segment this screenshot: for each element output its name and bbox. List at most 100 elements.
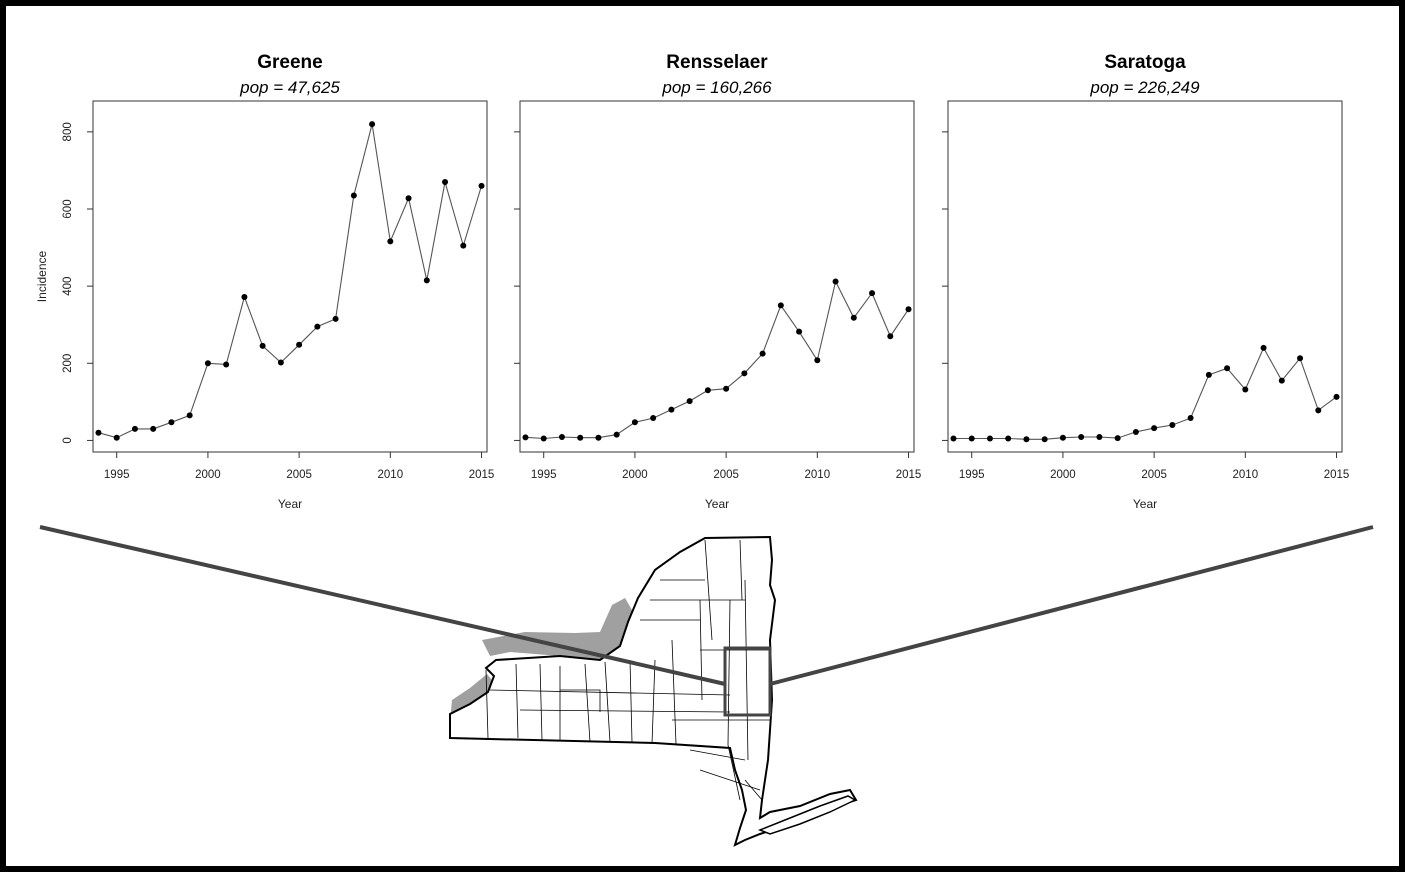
y-axis-label: Incidence bbox=[35, 250, 49, 302]
data-point bbox=[205, 360, 211, 366]
data-point bbox=[906, 306, 912, 312]
data-point bbox=[1188, 415, 1194, 421]
data-point bbox=[632, 419, 638, 425]
data-point bbox=[406, 195, 412, 201]
data-point bbox=[168, 419, 174, 425]
x-tick-label: 2005 bbox=[1141, 469, 1167, 481]
chart-subtitle: pop = 47,625 bbox=[239, 78, 340, 97]
data-point bbox=[241, 294, 247, 300]
data-point bbox=[851, 315, 857, 321]
data-point bbox=[1261, 345, 1267, 351]
data-point bbox=[260, 343, 266, 349]
data-point bbox=[479, 183, 485, 189]
data-point bbox=[833, 279, 839, 285]
data-point bbox=[595, 435, 601, 441]
x-axis-label: Year bbox=[705, 497, 729, 511]
data-point bbox=[668, 407, 674, 413]
x-tick-label: 2015 bbox=[896, 469, 922, 481]
data-point bbox=[1078, 434, 1084, 440]
plot-frame bbox=[520, 101, 914, 452]
lake-ontario-water bbox=[482, 598, 632, 660]
y-tick-label: 0 bbox=[62, 437, 74, 443]
data-point bbox=[1279, 378, 1285, 384]
plot-frame bbox=[948, 101, 1342, 452]
panel-saratoga: Saratogapop = 226,2491995 2000 2005 2010 201… bbox=[942, 52, 1349, 511]
x-tick-label: 2010 bbox=[378, 469, 404, 481]
x-tick-label: 1995 bbox=[959, 469, 985, 481]
y-tick-label: 600 bbox=[62, 199, 74, 218]
data-point bbox=[278, 360, 284, 366]
data-point bbox=[333, 316, 339, 322]
data-point bbox=[987, 436, 993, 442]
data-point bbox=[1169, 422, 1175, 428]
x-axis-label: Year bbox=[1133, 497, 1157, 511]
data-point bbox=[814, 357, 820, 363]
data-point bbox=[1224, 365, 1230, 371]
data-point bbox=[1151, 425, 1157, 431]
data-point bbox=[1115, 435, 1121, 441]
data-point bbox=[296, 342, 302, 348]
data-point bbox=[132, 426, 138, 432]
data-point bbox=[460, 243, 466, 249]
data-point bbox=[687, 398, 693, 404]
data-point bbox=[424, 277, 430, 283]
data-point bbox=[351, 193, 357, 199]
x-tick-label: 2010 bbox=[1233, 469, 1259, 481]
data-point bbox=[778, 302, 784, 308]
data-point bbox=[541, 436, 547, 442]
data-point bbox=[1297, 355, 1303, 361]
data-point bbox=[1005, 436, 1011, 442]
data-point bbox=[442, 179, 448, 185]
data-point bbox=[522, 434, 528, 440]
data-point bbox=[150, 426, 156, 432]
x-tick-label: 2015 bbox=[469, 469, 495, 481]
data-point bbox=[369, 121, 375, 127]
x-tick-label: 1995 bbox=[104, 469, 130, 481]
data-point bbox=[114, 435, 120, 441]
data-point bbox=[760, 351, 766, 357]
panel-greene: Greene pop = 47,625 1995 2000 2005 2010 2015 0 2… bbox=[35, 52, 494, 511]
chart-title: Greene bbox=[257, 52, 322, 73]
data-point bbox=[1133, 429, 1139, 435]
data-point bbox=[1242, 387, 1248, 393]
data-point bbox=[577, 435, 583, 441]
data-point bbox=[1060, 435, 1066, 441]
x-tick-label: 2000 bbox=[622, 469, 648, 481]
y-tick-label: 200 bbox=[62, 354, 74, 373]
series-line bbox=[526, 282, 909, 439]
chart-title: Rensselaer bbox=[666, 52, 768, 73]
chart-title: Saratoga bbox=[1104, 52, 1186, 73]
state-outline bbox=[450, 537, 856, 845]
data-point bbox=[723, 386, 729, 392]
data-point bbox=[705, 387, 711, 393]
data-point bbox=[387, 238, 393, 244]
connector-line-right bbox=[770, 527, 1373, 684]
x-tick-label: 2005 bbox=[713, 469, 739, 481]
panel-rensselaer: Rensselaerpop = 160,2661995 2000 2005 2010 2… bbox=[514, 52, 921, 511]
x-axis-label: Year bbox=[278, 497, 302, 511]
data-point bbox=[314, 324, 320, 330]
data-point bbox=[869, 290, 875, 296]
series-line bbox=[954, 348, 1337, 439]
x-tick-label: 2010 bbox=[805, 469, 831, 481]
data-point bbox=[187, 412, 193, 418]
data-point bbox=[969, 436, 975, 442]
data-point bbox=[1023, 436, 1029, 442]
data-point bbox=[1096, 434, 1102, 440]
data-point bbox=[95, 430, 101, 436]
x-tick-label: 2015 bbox=[1324, 469, 1350, 481]
y-tick-label: 400 bbox=[62, 277, 74, 296]
data-point bbox=[614, 432, 620, 438]
x-tick-label: 2005 bbox=[286, 469, 312, 481]
x-tick-label: 2000 bbox=[1050, 469, 1076, 481]
data-point bbox=[887, 333, 893, 339]
data-point bbox=[796, 329, 802, 335]
y-tick-label: 800 bbox=[62, 122, 74, 141]
new-york-state-map bbox=[450, 537, 856, 845]
data-point bbox=[1334, 394, 1340, 400]
data-point bbox=[1315, 407, 1321, 413]
data-point bbox=[650, 415, 656, 421]
data-point bbox=[741, 370, 747, 376]
x-tick-label: 2000 bbox=[195, 469, 221, 481]
